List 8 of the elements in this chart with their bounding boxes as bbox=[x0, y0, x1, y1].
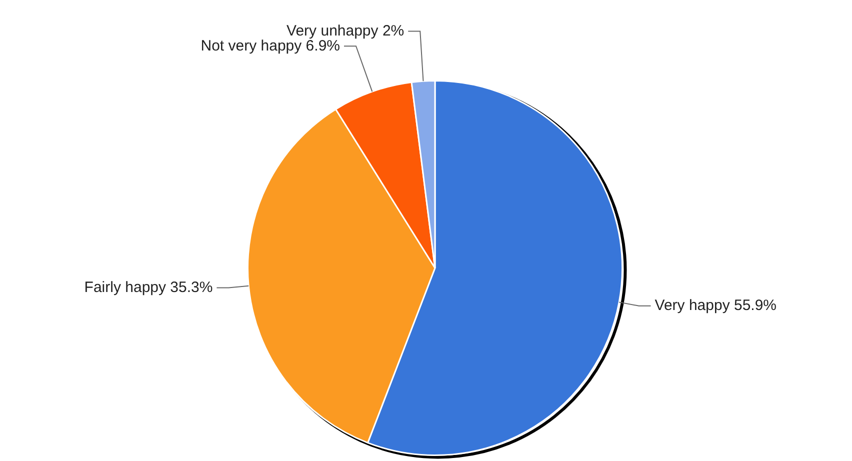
data-label: 6.9% bbox=[306, 37, 340, 54]
slice-label: Very happy bbox=[654, 296, 730, 314]
data-label: 35.3% bbox=[170, 278, 213, 296]
data-label: 55.9% bbox=[734, 296, 777, 314]
data-label: 2% bbox=[382, 22, 404, 40]
slice-label: Not very happy bbox=[200, 37, 302, 54]
slice-label: Very unhappy bbox=[286, 22, 379, 40]
slice-label: Fairly happy bbox=[84, 278, 166, 296]
